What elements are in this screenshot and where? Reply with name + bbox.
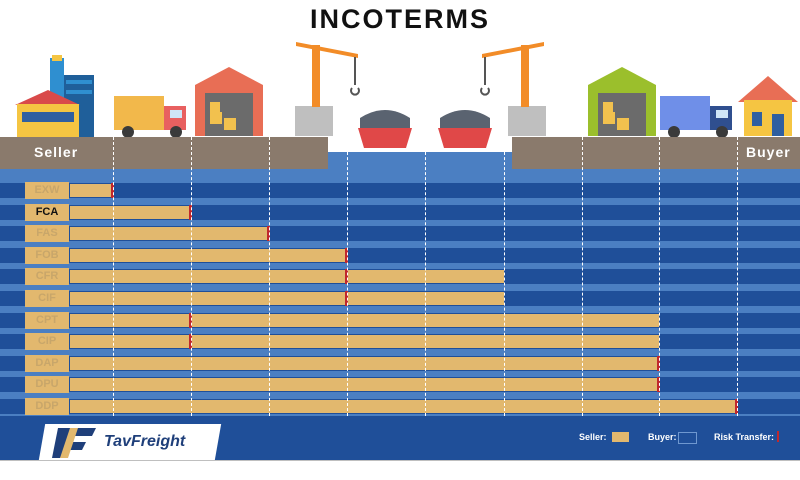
- seller-bar-fob: [70, 248, 347, 262]
- stage-divider: [582, 137, 583, 416]
- stage-divider: [347, 137, 348, 416]
- seller-bar-dpu: [70, 378, 659, 392]
- legend-buyer-swatch: [678, 432, 697, 444]
- seller-bar-cfr: [70, 270, 504, 284]
- stage-divider: [113, 137, 114, 416]
- seller-bar-ddp: [70, 400, 737, 413]
- term-row: [0, 183, 800, 198]
- warehouse-icon: [588, 67, 656, 136]
- risk-transfer-marker-dpu: [657, 377, 660, 393]
- term-row: [0, 204, 800, 220]
- seller-bar-fas: [70, 227, 269, 241]
- legend-risk-label: Risk Transfer:: [714, 432, 775, 442]
- truck-icon: [660, 96, 732, 138]
- ship-icon: [438, 110, 492, 148]
- legend-buyer-label: Buyer:: [648, 432, 677, 442]
- seller-bar-fca: [70, 205, 191, 219]
- legend-risk-mark: [777, 431, 779, 442]
- brand-logo-mark: [52, 428, 96, 458]
- term-label-ddp: DDP: [25, 398, 69, 415]
- water: [328, 152, 512, 169]
- risk-transfer-marker-cif: [345, 291, 348, 306]
- ground-seller-side: [0, 137, 328, 169]
- stage-divider: [191, 137, 192, 416]
- port-crane-icon: [295, 42, 360, 136]
- legend-seller-label: Seller:: [579, 432, 607, 442]
- term-label-cfr: CFR: [25, 268, 69, 286]
- term-label-cif: CIF: [25, 290, 69, 307]
- seller-bar-dap: [70, 356, 659, 370]
- risk-transfer-marker-fob: [345, 247, 348, 263]
- term-label-dpu: DPU: [25, 376, 69, 394]
- term-label-exw: EXW: [25, 182, 69, 199]
- brand-name-part: Tav: [104, 433, 131, 450]
- term-label-dap: DAP: [25, 354, 69, 372]
- supply-chain-illustration: [15, 42, 798, 148]
- legend-seller-swatch: [612, 432, 629, 442]
- factory-icon: [15, 55, 94, 138]
- term-label-fob: FOB: [25, 246, 69, 264]
- term-label-fca: FCA: [25, 203, 69, 221]
- seller-bar-cpt: [70, 313, 659, 327]
- footer-divider: [0, 460, 800, 461]
- stage-divider: [659, 137, 660, 416]
- house-icon: [738, 76, 798, 136]
- brand-name-part: Freight: [130, 433, 186, 450]
- page-title: INCOTERMS: [310, 4, 490, 34]
- risk-transfer-marker-exw: [111, 183, 114, 198]
- buyer-label: Buyer: [746, 144, 791, 160]
- seller-bar-cip: [70, 335, 659, 349]
- risk-transfer-marker-fca: [189, 204, 192, 220]
- seller-bar-cif: [70, 292, 504, 305]
- stage-divider: [269, 137, 270, 416]
- truck-icon: [114, 96, 186, 138]
- term-label-cip: CIP: [25, 333, 69, 351]
- port-crane-icon: [480, 42, 546, 136]
- brand-name: TavFreight: [104, 433, 185, 451]
- risk-transfer-marker-ddp: [735, 399, 738, 414]
- risk-transfer-marker-dap: [657, 355, 660, 371]
- seller-label: Seller: [34, 144, 79, 160]
- risk-transfer-marker-cpt: [189, 312, 192, 328]
- seller-bar-exw: [70, 184, 113, 197]
- term-label-fas: FAS: [25, 225, 69, 243]
- term-label-cpt: CPT: [25, 311, 69, 329]
- stage-divider: [425, 137, 426, 416]
- warehouse-icon: [195, 67, 263, 136]
- stage-divider: [737, 137, 738, 416]
- risk-transfer-marker-fas: [267, 226, 270, 242]
- stage-divider: [504, 137, 505, 416]
- ship-icon: [358, 110, 412, 148]
- ground-buyer-side: [512, 137, 800, 169]
- risk-transfer-marker-cip: [189, 334, 192, 350]
- risk-transfer-marker-cfr: [345, 269, 348, 285]
